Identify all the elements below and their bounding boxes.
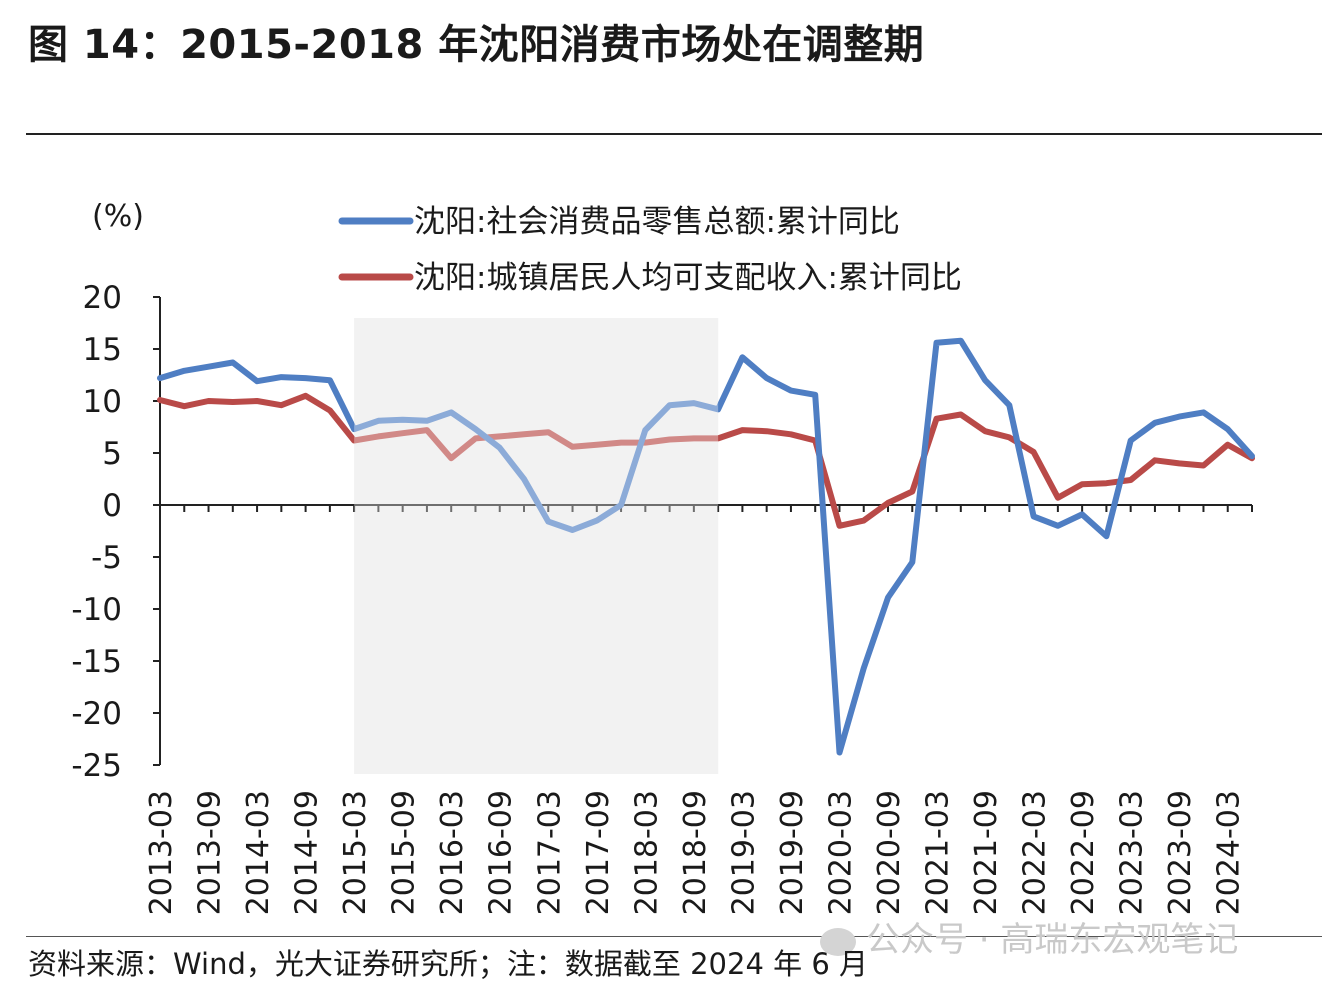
chart-title: 图 14：2015-2018 年沈阳消费市场处在调整期 bbox=[28, 22, 925, 68]
footer-divider bbox=[26, 936, 1322, 937]
x-tick-label: 2015-09 bbox=[387, 790, 422, 915]
x-tick-label: 2020-03 bbox=[823, 790, 858, 915]
x-tick-label: 2015-03 bbox=[338, 790, 373, 915]
y-tick-label: 0 bbox=[102, 488, 122, 524]
y-tick-label: -25 bbox=[71, 748, 122, 784]
x-tick-label: 2013-03 bbox=[144, 790, 179, 915]
series-line-disposable-income bbox=[157, 392, 1255, 529]
wechat-icon bbox=[820, 927, 856, 956]
y-tick-label: 15 bbox=[83, 332, 122, 368]
y-axis-unit-label: (%) bbox=[92, 199, 144, 234]
x-tick-label: 2016-09 bbox=[484, 790, 519, 915]
source-note: 资料来源：Wind，光大证券研究所；注：数据截至 2024 年 6 月 bbox=[28, 947, 869, 981]
x-tick-label: 2020-09 bbox=[872, 790, 907, 915]
shaded-period-2015-2018 bbox=[354, 318, 719, 774]
shaded-period-overlay bbox=[354, 318, 719, 774]
legend-label-retail-sales: 沈阳:社会消费品零售总额:累计同比 bbox=[414, 204, 900, 240]
x-tick-label: 2021-09 bbox=[969, 790, 1004, 915]
y-tick-label: -20 bbox=[71, 696, 122, 732]
y-tick-label: -10 bbox=[71, 592, 122, 628]
y-tick-label: 20 bbox=[83, 280, 122, 316]
title-divider bbox=[26, 133, 1322, 135]
x-tick-label: 2018-03 bbox=[629, 790, 664, 915]
legend-label-disposable-income: 沈阳:城镇居民人均可支配收入:累计同比 bbox=[414, 260, 962, 296]
x-tick-label: 2013-09 bbox=[193, 790, 228, 915]
x-tick-label: 2018-09 bbox=[678, 790, 713, 915]
x-tick-label: 2014-03 bbox=[241, 790, 276, 915]
x-tick-label: 2021-03 bbox=[921, 790, 956, 915]
x-tick-label: 2016-03 bbox=[435, 790, 470, 915]
x-tick-label: 2019-03 bbox=[726, 790, 761, 915]
x-tick-label: 2023-09 bbox=[1163, 790, 1198, 915]
x-tick-label: 2019-09 bbox=[775, 790, 810, 915]
x-tick-label: 2014-09 bbox=[290, 790, 325, 915]
x-tick-label: 2024-03 bbox=[1212, 790, 1247, 915]
y-tick-label: -5 bbox=[91, 540, 122, 576]
watermark: 公众号 · 高瑞东宏观笔记 bbox=[820, 912, 1238, 961]
x-tick-label: 2017-03 bbox=[532, 790, 567, 915]
y-tick-label: -15 bbox=[71, 644, 122, 680]
series-line-retail-sales bbox=[157, 337, 1255, 756]
y-tick-label: 5 bbox=[102, 436, 122, 472]
x-tick-label: 2023-03 bbox=[1115, 790, 1150, 915]
watermark-text: 公众号 · 高瑞东宏观笔记 bbox=[866, 920, 1239, 960]
y-tick-label: 10 bbox=[83, 384, 122, 420]
x-tick-label: 2022-09 bbox=[1066, 790, 1101, 915]
x-tick-label: 2022-03 bbox=[1018, 790, 1053, 915]
x-tick-label: 2017-09 bbox=[581, 790, 616, 915]
